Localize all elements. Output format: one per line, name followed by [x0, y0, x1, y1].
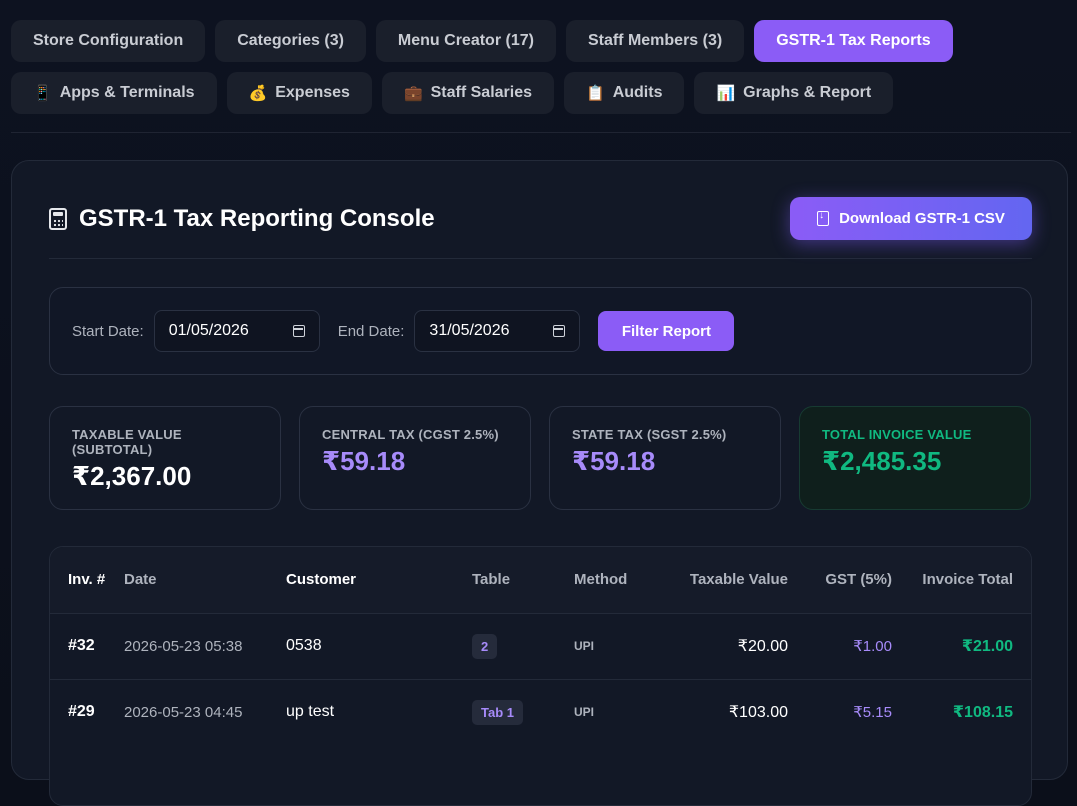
- cell-date: 2026-05-23 05:38: [124, 637, 243, 655]
- tab-store-configuration[interactable]: Store Configuration: [11, 20, 206, 62]
- filter-report-label: Filter Report: [621, 322, 712, 340]
- tab-gstr1-tax-reports[interactable]: GSTR-1 Tax Reports: [754, 20, 953, 62]
- gstr1-console-panel: GSTR-1 Tax Reporting Console Download GS…: [11, 160, 1068, 806]
- stat-value: ₹2,485.35: [822, 446, 942, 476]
- cell-customer: 0538: [286, 637, 322, 654]
- tab-label: Audits: [612, 84, 663, 101]
- col-header-inv[interactable]: Inv. #: [68, 571, 106, 589]
- start-date-input[interactable]: 01/05/2026: [153, 310, 320, 352]
- cell-total: ₹21.00: [961, 638, 1013, 655]
- end-date-input[interactable]: 31/05/2026: [414, 310, 581, 352]
- tab-label: Staff Salaries: [430, 84, 533, 101]
- cell-method: UPI: [574, 679, 686, 745]
- bar-chart-icon: 📊: [716, 85, 736, 102]
- calendar-icon[interactable]: [292, 325, 305, 337]
- col-header-date[interactable]: Date: [124, 571, 157, 589]
- end-date-label: End Date:: [337, 322, 405, 340]
- method-label: UPI: [574, 639, 595, 653]
- tab-divider: [11, 132, 1071, 133]
- tab-label: Graphs & Report: [743, 84, 872, 101]
- cell-method: UPI: [574, 613, 686, 679]
- stat-label: CENTRAL TAX (CGST 2.5%): [322, 427, 499, 442]
- clipboard-icon: 📋: [586, 85, 605, 102]
- cell-table: Tab 1: [472, 679, 574, 745]
- download-csv-label: Download GSTR-1 CSV: [839, 210, 1005, 227]
- col-header-gst[interactable]: GST (5%): [825, 571, 892, 589]
- money-bag-icon: 💰: [248, 85, 268, 102]
- cell-gst: ₹5.15: [853, 704, 892, 722]
- mobile-phone-icon: 📱: [33, 85, 52, 102]
- tab-expenses[interactable]: 💰 Expenses: [226, 72, 372, 114]
- stat-card-taxable: TAXABLE VALUE (SUBTOTAL) ₹2,367.00: [49, 406, 281, 510]
- tab-menu-creator[interactable]: Menu Creator (17): [375, 20, 556, 62]
- console-header: GSTR-1 Tax Reporting Console Download GS…: [49, 197, 1032, 259]
- stat-label: TOTAL INVOICE VALUE: [822, 427, 972, 442]
- summary-cards: TAXABLE VALUE (SUBTOTAL) ₹2,367.00 CENTR…: [49, 406, 1032, 510]
- page-title: GSTR-1 Tax Reporting Console: [49, 205, 435, 233]
- tab-label: Categories (3): [237, 32, 344, 49]
- cell-total: ₹108.15: [952, 704, 1013, 722]
- top-tab-bar: Store Configuration Categories (3) Menu …: [11, 20, 1071, 124]
- download-csv-button[interactable]: Download GSTR-1 CSV: [790, 197, 1032, 240]
- cell-date: 2026-05-23 04:45: [124, 703, 243, 721]
- table-row[interactable]: #29 2026-05-23 04:45 up test Tab 1 UPI ₹…: [50, 679, 1031, 745]
- cell-customer: up test: [286, 703, 335, 721]
- stat-value: ₹2,367.00: [72, 461, 192, 491]
- col-header-total[interactable]: Invoice Total: [922, 571, 1013, 589]
- col-header-taxable[interactable]: Taxable Value: [689, 571, 788, 589]
- table-header-row: Inv. # Date Customer Table Method Taxabl…: [50, 547, 1031, 613]
- tab-categories[interactable]: Categories (3): [215, 20, 366, 62]
- filter-report-button[interactable]: Filter Report: [598, 311, 735, 351]
- tab-label: GSTR-1 Tax Reports: [776, 32, 931, 49]
- table-badge: Tab 1: [472, 699, 523, 725]
- tab-label: Store Configuration: [33, 32, 184, 49]
- tab-row-primary: Store Configuration Categories (3) Menu …: [11, 20, 1071, 62]
- cell-gst: ₹1.00: [853, 638, 892, 655]
- tab-graphs-report[interactable]: 📊 Graphs & Report: [694, 72, 894, 114]
- tab-staff-members[interactable]: Staff Members (3): [565, 20, 745, 62]
- file-download-icon: [817, 210, 830, 226]
- briefcase-icon: 💼: [403, 85, 423, 102]
- cell-taxable: ₹20.00: [737, 638, 788, 655]
- tab-staff-salaries[interactable]: 💼 Staff Salaries: [381, 72, 555, 114]
- tab-apps-terminals[interactable]: 📱 Apps & Terminals: [11, 72, 217, 114]
- invoice-table: Inv. # Date Customer Table Method Taxabl…: [49, 546, 1032, 806]
- cell-inv: #29: [68, 703, 95, 721]
- table-badge: 2: [472, 633, 498, 659]
- stat-card-sgst: STATE TAX (SGST 2.5%) ₹59.18: [549, 406, 781, 510]
- stat-label: TAXABLE VALUE (SUBTOTAL): [72, 427, 182, 457]
- tab-label: Staff Members (3): [587, 32, 723, 49]
- tab-label: Menu Creator (17): [397, 32, 534, 49]
- stat-card-total-invoice: TOTAL INVOICE VALUE ₹2,485.35: [799, 406, 1031, 510]
- calendar-icon[interactable]: [553, 325, 566, 337]
- stat-label: STATE TAX (SGST 2.5%): [572, 427, 727, 442]
- table-row[interactable]: #32 2026-05-23 05:38 0538 2 UPI ₹20.00 ₹…: [50, 613, 1031, 679]
- cell-table: 2: [472, 613, 574, 679]
- col-header-customer[interactable]: Customer: [286, 571, 357, 589]
- tab-label: Apps & Terminals: [59, 84, 195, 101]
- col-header-table[interactable]: Table: [472, 571, 511, 589]
- cell-inv: #32: [68, 637, 95, 654]
- cell-taxable: ₹103.00: [728, 704, 788, 722]
- page-title-text: GSTR-1 Tax Reporting Console: [79, 205, 435, 232]
- tab-label: Expenses: [275, 84, 350, 101]
- stat-card-cgst: CENTRAL TAX (CGST 2.5%) ₹59.18: [299, 406, 531, 510]
- calculator-icon: [49, 208, 67, 230]
- tab-audits[interactable]: 📋 Audits: [564, 72, 685, 114]
- tab-row-secondary: 📱 Apps & Terminals 💰 Expenses 💼 Staff Salar…: [11, 72, 1071, 114]
- stat-value: ₹59.18: [572, 446, 656, 476]
- col-header-method[interactable]: Method: [574, 571, 628, 589]
- date-filter-bar: Start Date: 01/05/2026 End Date: 31/05/2…: [49, 287, 1032, 375]
- start-date-value: 01/05/2026: [168, 322, 249, 339]
- start-date-label: Start Date:: [72, 322, 144, 340]
- method-label: UPI: [574, 705, 595, 720]
- stat-value: ₹59.18: [322, 446, 406, 476]
- end-date-value: 31/05/2026: [429, 322, 510, 339]
